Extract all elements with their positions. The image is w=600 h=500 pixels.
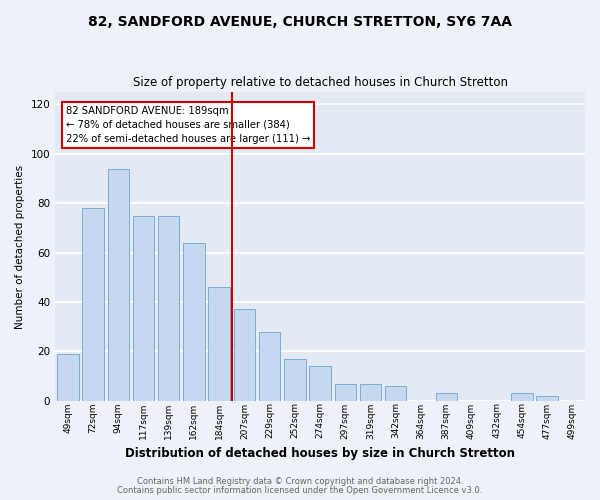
Text: 82 SANDFORD AVENUE: 189sqm
← 78% of detached houses are smaller (384)
22% of sem: 82 SANDFORD AVENUE: 189sqm ← 78% of deta…: [66, 106, 310, 144]
Bar: [335, 384, 356, 401]
X-axis label: Distribution of detached houses by size in Church Stretton: Distribution of detached houses by size …: [125, 447, 515, 460]
Bar: [536, 396, 558, 401]
Bar: [208, 287, 230, 401]
Text: Contains public sector information licensed under the Open Government Licence v3: Contains public sector information licen…: [118, 486, 482, 495]
Y-axis label: Number of detached properties: Number of detached properties: [15, 164, 25, 328]
Title: Size of property relative to detached houses in Church Stretton: Size of property relative to detached ho…: [133, 76, 508, 90]
Bar: [284, 359, 305, 401]
Text: Contains HM Land Registry data © Crown copyright and database right 2024.: Contains HM Land Registry data © Crown c…: [137, 477, 463, 486]
Bar: [436, 394, 457, 401]
Bar: [57, 354, 79, 401]
Bar: [259, 332, 280, 401]
Bar: [360, 384, 381, 401]
Bar: [233, 310, 255, 401]
Text: 82, SANDFORD AVENUE, CHURCH STRETTON, SY6 7AA: 82, SANDFORD AVENUE, CHURCH STRETTON, SY…: [88, 15, 512, 29]
Bar: [82, 208, 104, 401]
Bar: [158, 216, 179, 401]
Bar: [133, 216, 154, 401]
Bar: [183, 243, 205, 401]
Bar: [107, 168, 129, 401]
Bar: [310, 366, 331, 401]
Bar: [385, 386, 406, 401]
Bar: [511, 394, 533, 401]
